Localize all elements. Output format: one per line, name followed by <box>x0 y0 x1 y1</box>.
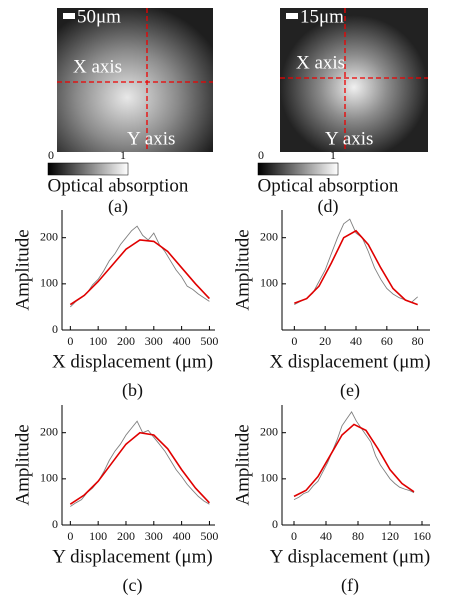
panel-caption: (d) <box>318 196 339 217</box>
data-line <box>69 239 210 306</box>
y-tick-label: 200 <box>260 424 278 438</box>
x-axis-title: Y displacement (μm) <box>52 546 212 567</box>
panel-caption: (a) <box>108 196 128 217</box>
colorbar <box>47 162 129 176</box>
colorbar-tick-label: 1 <box>120 148 126 162</box>
x-tick-label: 40 <box>320 529 332 543</box>
panel-caption: (f) <box>341 575 359 596</box>
x-tick-label: 20 <box>319 334 331 348</box>
x-axis-label: X axis <box>296 52 345 73</box>
data-line <box>69 225 210 308</box>
x-tick-label: 60 <box>381 334 393 348</box>
x-axis-title: X displacement (μm) <box>52 351 213 372</box>
absorption-image <box>280 8 428 152</box>
data-line <box>293 423 415 498</box>
y-tick-label: 200 <box>260 229 278 243</box>
y-tick-label: 0 <box>52 517 58 531</box>
scale-bar <box>286 13 298 19</box>
x-tick-label: 500 <box>200 529 218 543</box>
x-tick-label: 100 <box>89 529 107 543</box>
scale-bar <box>63 13 75 19</box>
colorbar <box>257 162 339 176</box>
x-tick-label: 0 <box>291 529 297 543</box>
x-tick-label: 40 <box>350 334 362 348</box>
x-tick-label: 120 <box>381 529 399 543</box>
panel-caption: (e) <box>340 380 360 401</box>
y-axis-title: Amplitude <box>12 229 33 310</box>
y-axis-label: Y axis <box>127 128 175 149</box>
data-line <box>293 411 415 501</box>
panel-caption: (b) <box>122 380 143 401</box>
panel-caption: (c) <box>123 575 143 596</box>
x-tick-label: 160 <box>413 529 431 543</box>
colorbar-label: Optical absorption <box>48 175 189 196</box>
y-tick-label: 200 <box>40 424 58 438</box>
x-tick-label: 400 <box>173 529 191 543</box>
y-tick-label: 100 <box>40 471 58 485</box>
y-tick-label: 0 <box>272 517 278 531</box>
data-line <box>70 420 210 507</box>
y-tick-label: 100 <box>260 276 278 290</box>
y-tick-label: 100 <box>260 471 278 485</box>
y-axis-title: Amplitude <box>232 424 253 505</box>
colorbar-tick-label: 1 <box>330 148 336 162</box>
scale-bar-label: 50μm <box>77 6 121 27</box>
colorbar-tick-label: 0 <box>258 148 264 162</box>
x-tick-label: 500 <box>200 334 218 348</box>
data-line <box>69 431 210 505</box>
x-tick-label: 0 <box>67 529 73 543</box>
absorption-image <box>57 8 213 152</box>
x-tick-label: 200 <box>117 529 135 543</box>
x-tick-label: 80 <box>352 529 364 543</box>
x-tick-label: 300 <box>145 334 163 348</box>
x-tick-label: 100 <box>89 334 107 348</box>
x-tick-label: 300 <box>145 529 163 543</box>
x-tick-label: 400 <box>173 334 191 348</box>
x-axis-title: X displacement (μm) <box>269 351 430 372</box>
y-tick-label: 100 <box>40 276 58 290</box>
y-axis-title: Amplitude <box>232 229 253 310</box>
x-tick-label: 200 <box>117 334 135 348</box>
y-axis-title: Amplitude <box>12 424 33 505</box>
colorbar-tick-label: 0 <box>48 148 54 162</box>
y-tick-label: 0 <box>52 322 58 336</box>
y-axis-label: Y axis <box>325 128 373 149</box>
x-axis-title: Y displacement (μm) <box>270 546 430 567</box>
colorbar-label: Optical absorption <box>258 175 399 196</box>
x-tick-label: 0 <box>67 334 73 348</box>
x-tick-label: 0 <box>291 334 297 348</box>
y-tick-label: 200 <box>40 229 58 243</box>
data-line <box>294 229 418 306</box>
x-tick-label: 80 <box>412 334 424 348</box>
scale-bar-label: 15μm <box>300 6 344 27</box>
x-axis-label: X axis <box>73 56 122 77</box>
